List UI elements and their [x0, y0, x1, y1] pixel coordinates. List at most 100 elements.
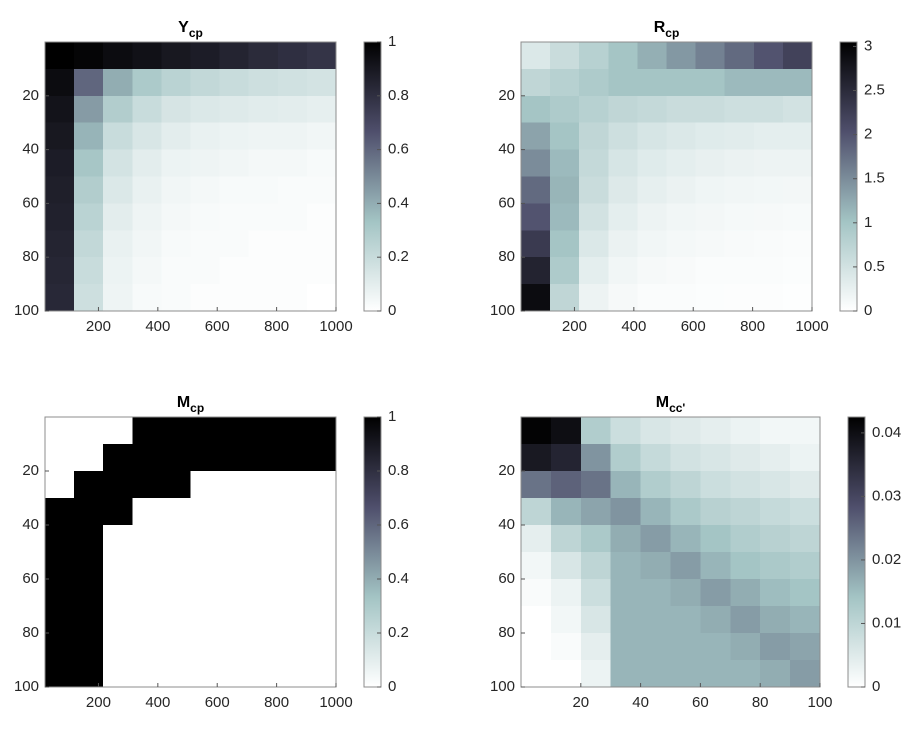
- heatmap-cell: [190, 42, 221, 70]
- heatmap-cell: [248, 149, 279, 178]
- heatmap-cell: [45, 176, 75, 204]
- y-tick-label: 80: [22, 248, 39, 265]
- heatmap-cell: [45, 257, 75, 285]
- y-tick-label: 80: [498, 248, 515, 265]
- heatmap-cell: [74, 122, 104, 151]
- heatmap-cell: [730, 525, 761, 553]
- heatmap-cell: [132, 257, 162, 285]
- heatmap-cell: [248, 203, 279, 231]
- heatmap-cell: [277, 552, 308, 580]
- heatmap-cell: [580, 471, 612, 499]
- subplot-title: Rcp: [654, 19, 680, 40]
- title-subscript: cp: [665, 26, 679, 40]
- heatmap-cell: [521, 417, 552, 445]
- colorbar-tick-label: 0.5: [864, 258, 885, 275]
- heatmap-cell: [277, 579, 308, 607]
- heatmap-cell: [521, 257, 551, 285]
- heatmap-cell: [248, 606, 279, 634]
- heatmap-cell: [550, 606, 582, 634]
- heatmap-cell: [161, 525, 192, 553]
- heatmap-cell: [521, 444, 552, 472]
- heatmap-cell: [666, 203, 697, 231]
- heatmap-cell: [700, 552, 731, 580]
- y-tick-label: 40: [498, 516, 515, 533]
- heatmap-cell: [277, 660, 308, 688]
- heatmap-cell: [790, 552, 821, 580]
- heatmap-cell: [760, 525, 791, 553]
- heatmap-cell: [753, 42, 784, 70]
- heatmap-cell: [190, 257, 221, 285]
- heatmap-cell: [277, 444, 308, 472]
- axes-box: [520, 41, 813, 312]
- heatmap-cell: [610, 552, 642, 580]
- axes-box: [44, 41, 337, 312]
- y-tick-label: 20: [22, 462, 39, 479]
- heatmap-cell: [521, 606, 552, 634]
- heatmap-cell: [45, 606, 75, 634]
- heatmap-cell: [161, 417, 192, 445]
- heatmap-cell: [666, 149, 697, 178]
- heatmap-cell: [724, 122, 755, 151]
- heatmap-cell: [550, 552, 582, 580]
- heatmap-cell: [666, 257, 697, 285]
- colorbar-tick-label: 0.03: [872, 487, 901, 504]
- heatmap-cell: [724, 149, 755, 178]
- heatmap-cell: [45, 633, 75, 661]
- heatmap-cell: [45, 498, 75, 526]
- heatmap-cell: [74, 68, 104, 97]
- heatmap-cell: [132, 606, 162, 634]
- heatmap-cell: [248, 498, 279, 526]
- heatmap-cell: [550, 417, 582, 445]
- heatmap-cell: [700, 606, 731, 634]
- heatmap-cell: [550, 498, 582, 526]
- heatmap-cell: [190, 606, 221, 634]
- heatmap-cell: [580, 633, 612, 661]
- heatmap-cell: [219, 633, 250, 661]
- heatmap-cell: [637, 284, 668, 312]
- colorbar-tick-label: 0.02: [872, 551, 901, 568]
- heatmap-cell: [132, 95, 162, 124]
- heatmap-cell: [610, 633, 642, 661]
- x-tick-label: 400: [145, 694, 170, 711]
- heatmap-cell: [103, 42, 133, 70]
- heatmap-cell: [724, 95, 755, 124]
- heatmap-cell: [219, 660, 250, 688]
- heatmap-cell: [666, 68, 697, 97]
- title-main: M: [656, 394, 669, 411]
- y-tick-label: 60: [22, 194, 39, 211]
- colorbar-tick-label: 0.8: [388, 87, 409, 104]
- x-tick-label: 1000: [795, 318, 828, 335]
- heatmap-cell: [695, 42, 726, 70]
- heatmap-cell: [219, 498, 250, 526]
- heatmap-cell: [190, 552, 221, 580]
- heatmap-cell: [640, 579, 672, 607]
- heatmap-cell: [74, 176, 104, 204]
- y-tick-label: 100: [14, 678, 39, 695]
- heatmap-cell: [670, 498, 701, 526]
- heatmap-cell: [550, 284, 580, 312]
- heatmap-cell: [760, 633, 791, 661]
- colorbar-tick-label: 1: [388, 33, 396, 50]
- heatmap-cell: [753, 68, 784, 97]
- heatmap-cell: [248, 471, 279, 499]
- heatmap-cell: [753, 176, 784, 204]
- heatmap-cell: [277, 149, 308, 178]
- colorbar-tick-label: 0.6: [388, 516, 409, 533]
- heatmap-cell: [132, 417, 162, 445]
- heatmap-cell: [730, 606, 761, 634]
- heatmap-cell: [74, 552, 104, 580]
- title-main: Y: [178, 19, 189, 36]
- heatmap-cell: [219, 579, 250, 607]
- heatmap-cell: [579, 176, 609, 204]
- heatmap-cell: [550, 525, 582, 553]
- heatmap-cell: [637, 176, 668, 204]
- heatmap-cell: [306, 42, 337, 70]
- heatmap-cell: [610, 579, 642, 607]
- heatmap-cell: [550, 95, 580, 124]
- heatmap-cell: [580, 660, 612, 688]
- heatmap-cell: [666, 176, 697, 204]
- heatmap-cell: [45, 444, 75, 472]
- heatmap-cell: [103, 417, 133, 445]
- heatmap-cell: [103, 471, 133, 499]
- heatmap-cell: [132, 42, 162, 70]
